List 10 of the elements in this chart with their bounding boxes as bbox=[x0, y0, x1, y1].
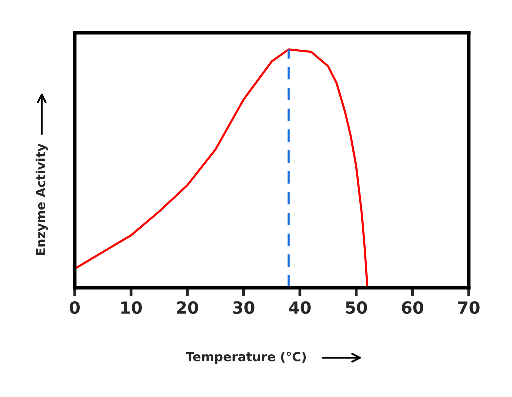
x-tick-label: 70 bbox=[458, 301, 480, 314]
x-tick-label: 20 bbox=[177, 301, 198, 314]
x-tick-label: 50 bbox=[346, 301, 368, 314]
x-axis-title: Temperature (°C) bbox=[186, 352, 306, 364]
x-tick-label: 30 bbox=[233, 301, 255, 314]
x-tick-label: 10 bbox=[122, 301, 142, 314]
x-tick-label: 0 bbox=[70, 301, 80, 314]
x-tick-label: 60 bbox=[402, 301, 424, 314]
x-tick-label: 40 bbox=[289, 301, 311, 314]
y-axis-title: Enzyme Activity bbox=[36, 144, 48, 256]
